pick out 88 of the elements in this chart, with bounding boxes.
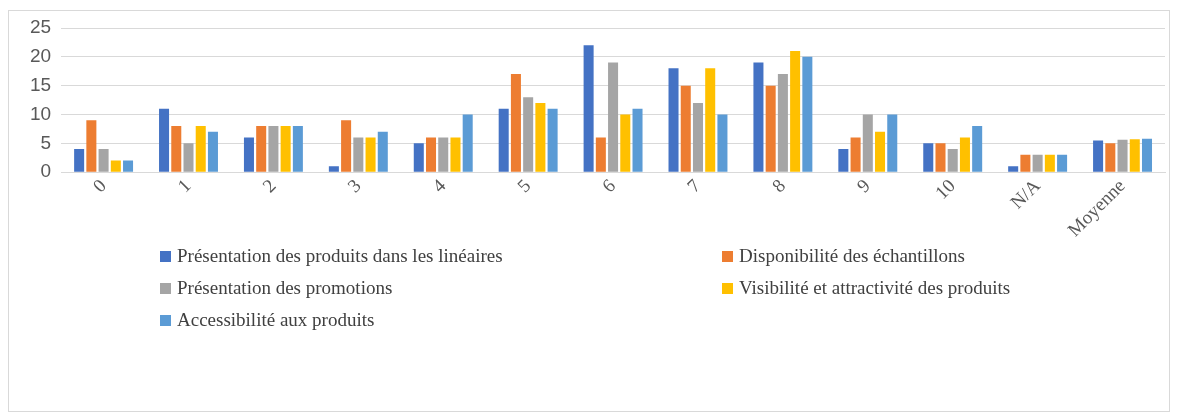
bar <box>620 114 631 172</box>
bar <box>547 108 558 172</box>
legend-label: Présentation des produits dans les linéaires <box>177 245 503 267</box>
bar <box>280 126 291 172</box>
y-tick-label: 15 <box>29 73 52 95</box>
bar <box>850 137 861 172</box>
bar <box>777 74 788 172</box>
bar <box>680 85 691 172</box>
bar <box>668 68 679 172</box>
bar <box>1129 139 1140 172</box>
bar <box>1117 139 1128 172</box>
bar <box>462 114 473 172</box>
bar <box>959 137 970 172</box>
bar <box>523 97 534 172</box>
bar <box>692 102 703 172</box>
bar <box>123 160 134 172</box>
bar <box>426 137 437 172</box>
x-tick-label: 4 <box>428 174 450 197</box>
bar <box>1141 138 1153 172</box>
bar <box>947 149 958 172</box>
legend-label: Visibilité et attractivité des produits <box>739 277 1011 299</box>
bar <box>110 160 121 172</box>
bar <box>268 126 279 172</box>
bar <box>510 74 521 172</box>
bar <box>365 137 376 172</box>
bar <box>353 137 364 172</box>
bar <box>753 62 764 172</box>
legend-label: Accessibilité aux produits <box>177 309 375 331</box>
y-tick-label: 20 <box>29 45 52 67</box>
bar <box>183 143 194 172</box>
bar <box>875 131 886 172</box>
bar <box>765 85 776 172</box>
bar <box>207 131 218 172</box>
y-tick-label: 10 <box>29 102 52 124</box>
bar <box>328 166 339 172</box>
bar <box>923 143 934 172</box>
bar <box>705 68 716 172</box>
x-tick-label: 1 <box>173 174 195 197</box>
x-tick-label: 5 <box>512 174 535 197</box>
bar <box>935 143 946 172</box>
y-tick-label: 0 <box>40 160 52 182</box>
x-tick-label: 0 <box>88 174 110 197</box>
legend-label: Présentation des promotions <box>177 277 393 299</box>
x-tick-label: 7 <box>682 174 705 197</box>
bar <box>377 131 388 172</box>
bar <box>159 108 170 172</box>
bar <box>498 108 509 172</box>
bar <box>195 126 206 172</box>
x-tick-label: 10 <box>930 174 960 203</box>
bar <box>1044 154 1055 172</box>
bar <box>1020 154 1031 172</box>
bar <box>595 137 606 172</box>
bar <box>862 114 873 172</box>
bar <box>802 56 813 172</box>
bar <box>341 120 352 172</box>
bar <box>256 126 267 172</box>
bar <box>1057 154 1068 172</box>
bar <box>171 126 182 172</box>
bar <box>608 62 619 172</box>
bar <box>632 108 643 172</box>
bar <box>1105 143 1116 172</box>
x-tick-label: 2 <box>258 174 280 197</box>
bar <box>838 149 849 172</box>
y-tick-label: 5 <box>40 131 52 153</box>
bar <box>243 137 254 172</box>
bar <box>583 45 594 172</box>
bar <box>74 149 85 172</box>
bar <box>790 51 801 172</box>
x-tick-label: 9 <box>852 174 875 197</box>
bar <box>413 143 424 172</box>
bar <box>535 102 546 172</box>
legend-label: Disponibilité des échantillons <box>739 245 965 267</box>
x-tick-label: 6 <box>597 174 620 197</box>
bar <box>972 126 983 172</box>
bar <box>98 149 109 172</box>
bar <box>292 126 303 172</box>
bar <box>887 114 898 172</box>
bar <box>86 120 97 172</box>
y-tick-label: 25 <box>29 16 52 38</box>
x-tick-label: N/A <box>1005 174 1045 213</box>
bar <box>450 137 461 172</box>
bar <box>717 114 728 172</box>
x-tick-label: 3 <box>343 174 365 197</box>
bar <box>438 137 449 172</box>
bar <box>1008 166 1019 172</box>
x-tick-label: 8 <box>767 174 790 197</box>
bar <box>1093 140 1104 172</box>
bar <box>1032 154 1043 172</box>
